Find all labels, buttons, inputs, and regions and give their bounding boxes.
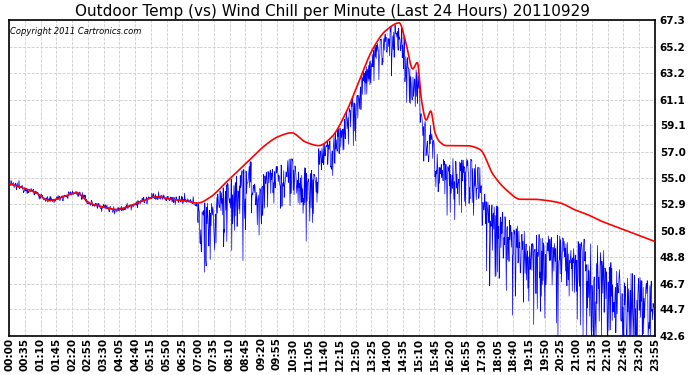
- Title: Outdoor Temp (vs) Wind Chill per Minute (Last 24 Hours) 20110929: Outdoor Temp (vs) Wind Chill per Minute …: [75, 4, 589, 19]
- Text: Copyright 2011 Cartronics.com: Copyright 2011 Cartronics.com: [10, 27, 142, 36]
